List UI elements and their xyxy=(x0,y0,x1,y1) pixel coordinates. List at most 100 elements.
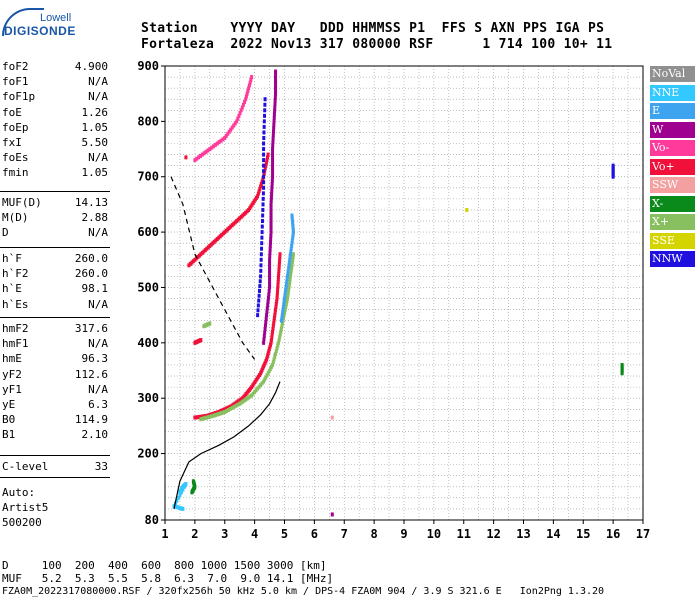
data-point xyxy=(274,75,278,80)
data-point xyxy=(256,313,260,318)
data-point xyxy=(274,302,278,307)
x-tick-label: 2 xyxy=(191,527,198,541)
data-point xyxy=(283,291,287,295)
data-point xyxy=(184,155,188,160)
data-point xyxy=(274,80,278,85)
data-point xyxy=(287,263,291,268)
param-value: 5.50 xyxy=(81,136,109,149)
x-tick-label: 17 xyxy=(636,527,650,541)
param-row: fxI 5.50 xyxy=(2,136,108,150)
data-point xyxy=(284,304,288,309)
param-value: N/A xyxy=(88,151,108,165)
param-row: h`Es N/A xyxy=(2,298,108,312)
data-point xyxy=(288,257,292,262)
y-tick-label: 900 xyxy=(137,59,159,73)
data-point xyxy=(229,127,233,132)
data-point xyxy=(269,223,273,228)
data-point xyxy=(272,122,276,127)
data-point xyxy=(269,202,273,207)
data-point xyxy=(263,97,267,102)
data-point xyxy=(215,141,219,146)
data-point xyxy=(274,91,278,96)
legend-item: Vo+ xyxy=(650,158,695,175)
data-point xyxy=(330,512,334,517)
data-point xyxy=(271,360,275,365)
data-point xyxy=(291,255,295,260)
param-row: yF1 N/A xyxy=(2,383,108,397)
data-point xyxy=(270,178,274,183)
data-point xyxy=(226,407,230,412)
data-point xyxy=(265,373,269,378)
data-point xyxy=(208,321,212,326)
data-point xyxy=(256,194,260,199)
data-point xyxy=(287,282,291,287)
data-point xyxy=(285,296,289,301)
data-point xyxy=(291,230,295,235)
data-point xyxy=(237,113,241,118)
data-point xyxy=(611,174,615,179)
data-point xyxy=(272,357,276,362)
data-point xyxy=(256,303,260,308)
data-point xyxy=(276,288,280,293)
logo-lowell: Lowell xyxy=(40,12,72,24)
data-point xyxy=(277,260,281,265)
param-label: foE xyxy=(2,105,22,119)
data-point xyxy=(262,163,266,168)
data-point xyxy=(264,375,268,380)
data-point xyxy=(271,157,275,162)
param-label: hmF1 xyxy=(2,337,29,351)
data-point xyxy=(278,332,282,337)
param-label: h`F2 xyxy=(2,267,29,281)
data-point xyxy=(278,257,282,262)
x-tick-label: 16 xyxy=(606,527,620,541)
data-point xyxy=(262,158,266,163)
data-point xyxy=(268,342,272,347)
data-point xyxy=(286,291,290,295)
data-point xyxy=(271,171,275,176)
data-point xyxy=(191,479,195,484)
x-tick-label: 6 xyxy=(311,527,318,541)
data-point xyxy=(266,351,270,356)
data-point xyxy=(274,304,278,309)
data-point xyxy=(274,88,278,93)
data-point xyxy=(274,77,278,82)
y-tick-label: 400 xyxy=(137,336,159,350)
param-label: yF2 xyxy=(2,367,22,381)
data-point xyxy=(259,257,263,262)
data-point xyxy=(271,329,275,334)
logo-digisonde: DIGISONDE xyxy=(4,24,76,38)
data-point xyxy=(285,299,289,304)
data-point xyxy=(269,198,273,203)
separator-line xyxy=(0,247,110,248)
data-point xyxy=(285,279,289,284)
param-value: 317.6 xyxy=(74,322,108,335)
data-point xyxy=(260,241,264,246)
param-value: 114.9 xyxy=(74,413,108,427)
param-label: yF1 xyxy=(2,382,22,396)
data-point xyxy=(181,487,185,492)
y-tick-label: 700 xyxy=(137,170,159,184)
data-point xyxy=(258,186,262,191)
data-point xyxy=(262,185,266,190)
data-point xyxy=(279,326,283,331)
data-point xyxy=(261,177,265,182)
data-point xyxy=(288,255,292,260)
data-point xyxy=(263,108,267,113)
data-point xyxy=(259,263,263,268)
data-point xyxy=(230,405,234,410)
param-label: foEp xyxy=(2,120,29,134)
data-point xyxy=(277,338,281,343)
param-value: 14.13 xyxy=(74,196,108,209)
data-point xyxy=(269,212,273,217)
data-point xyxy=(258,279,262,284)
param-row: B0 114.9 xyxy=(2,413,108,427)
data-point xyxy=(287,285,291,290)
data-point xyxy=(275,293,279,298)
data-point xyxy=(280,321,284,326)
data-point xyxy=(269,233,273,238)
data-point xyxy=(291,228,295,233)
data-point xyxy=(202,151,206,156)
header-line-2: Fortaleza 2022 Nov13 317 080000 RSF 1 71… xyxy=(141,37,613,52)
data-point xyxy=(263,102,267,107)
data-point xyxy=(620,371,624,376)
